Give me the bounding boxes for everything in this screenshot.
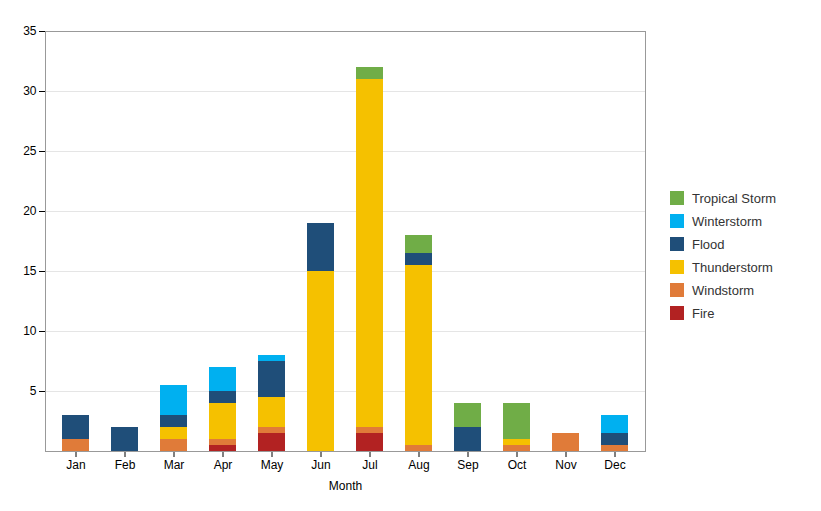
html-text:Thunderstorm: Thunderstorm bbox=[692, 259, 773, 275]
svg-text:Jan: Jan bbox=[66, 458, 85, 472]
svg-text:Mar: Mar bbox=[164, 458, 185, 472]
svg-text:Sep: Sep bbox=[457, 458, 479, 472]
svg-text:25: 25 bbox=[23, 144, 37, 158]
svg-text:35: 35 bbox=[23, 24, 37, 38]
svg-text:Oct: Oct bbox=[508, 458, 527, 472]
svg-text:15: 15 bbox=[23, 264, 37, 278]
html-text:Tropical Storm: Tropical Storm bbox=[692, 190, 776, 206]
svg-text:20: 20 bbox=[23, 204, 37, 218]
svg-text:Nov: Nov bbox=[555, 458, 576, 472]
svg-text:Jul: Jul bbox=[362, 458, 377, 472]
svg-text:Jun: Jun bbox=[311, 458, 330, 472]
svg-text:5: 5 bbox=[30, 384, 37, 398]
html-text:Winterstorm: Winterstorm bbox=[692, 213, 763, 229]
svg-text:May: May bbox=[261, 458, 284, 472]
svg-text:10: 10 bbox=[23, 324, 37, 338]
svg-text:Month: Month bbox=[329, 478, 362, 492]
html-text:Fire: Fire bbox=[692, 305, 715, 321]
svg-text:Aug: Aug bbox=[408, 458, 429, 472]
svg-text:Feb: Feb bbox=[115, 458, 136, 472]
svg-text:30: 30 bbox=[23, 84, 37, 98]
html-text:Windstorm: Windstorm bbox=[692, 282, 755, 298]
html-text:Flood: Flood bbox=[692, 236, 725, 252]
svg-text:Apr: Apr bbox=[214, 458, 233, 472]
svg-text:Dec: Dec bbox=[604, 458, 625, 472]
